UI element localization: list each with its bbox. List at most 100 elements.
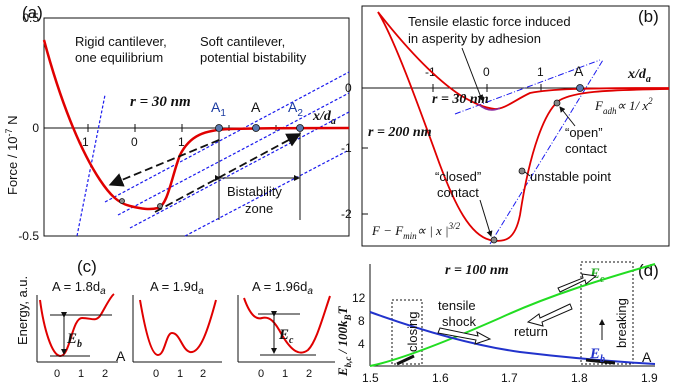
plot1-title: A = 1.8da (52, 279, 106, 297)
x-tick: 0 (483, 65, 490, 79)
plot3-title: A = 1.96da (252, 279, 313, 297)
y-tick: 0.5 (22, 11, 39, 25)
panel-b-label: (b) (638, 7, 659, 26)
tensile-arrow (437, 327, 492, 345)
return-label: return (514, 324, 548, 339)
panel-a-dashed-lines (76, 71, 350, 237)
plot2-title: A = 1.9da (150, 279, 204, 297)
closing-box (391, 299, 423, 365)
panel-c-plot-1: A = 1.8da Eb A 0 1 2 (36, 279, 126, 380)
panel-a-r-label: r = 30 nm (130, 94, 191, 110)
zone-label-1: Bistability (227, 184, 282, 199)
y-tick: -1 (341, 141, 352, 155)
ec-curve (369, 263, 656, 367)
soft-label-2: potential bistability (200, 50, 307, 65)
panel-c-label: (c) (77, 257, 97, 276)
svg-text:0: 0 (258, 368, 264, 380)
svg-text:8: 8 (358, 314, 365, 328)
svg-text:2: 2 (306, 368, 312, 380)
svg-text:1.5: 1.5 (362, 371, 379, 385)
svg-text:1.7: 1.7 (501, 371, 518, 385)
point-A1: A1 (211, 99, 226, 119)
y-tick: -0.5 (18, 229, 39, 243)
open-label-2: contact (565, 141, 607, 156)
svg-text:1: 1 (282, 368, 288, 380)
panel-d-y-label: Eb,c / 100kBT (335, 305, 353, 377)
panel-d-axis-A: A (642, 349, 652, 365)
panel-d-x-ticks: 1.5 1.6 1.7 1.8 1.9 (362, 371, 658, 385)
panel-a-arrow-jump-out (154, 133, 302, 213)
y-tick: -2 (341, 207, 352, 221)
unstable-pointer (524, 171, 531, 177)
panel-b-markers (490, 84, 584, 244)
panel-a-label: (a) (22, 3, 43, 22)
panel-b-title-2: in asperity by adhesion (408, 31, 541, 46)
x-tick: 1 (178, 135, 185, 149)
panel-b: (b) 0 -1 -2 -1 0 1 x/da Tensile elastic … (341, 5, 670, 247)
svg-text:0: 0 (54, 368, 60, 380)
title-pointer (461, 47, 484, 101)
curve-r200 (377, 11, 670, 242)
rigid-label-2: one equilibrium (75, 50, 163, 65)
svg-text:1.8: 1.8 (571, 371, 588, 385)
closing-label: closing (405, 312, 420, 352)
svg-text:12: 12 (352, 291, 366, 305)
soft-label-1: Soft cantilever, (200, 34, 285, 49)
unstable-label: unstable point (530, 169, 611, 184)
point-A: A (251, 99, 261, 115)
shock-arrow (557, 273, 598, 293)
x-tick: 1 (537, 65, 544, 79)
hollow-arrows (437, 273, 598, 345)
zone-label-2: zone (245, 201, 273, 216)
tensile-1: tensile (438, 298, 476, 313)
panel-d-r-label: r = 100 nm (445, 263, 509, 278)
svg-text:4: 4 (358, 337, 365, 351)
plot3-curve (243, 295, 331, 354)
return-arrow (526, 303, 573, 327)
plot1-axis-A: A (116, 348, 126, 364)
panel-a-y-label: Force / 10-7 N (4, 115, 20, 195)
rigid-label-1: Rigid cantilever, (75, 34, 167, 49)
panel-b-y-ticks: 0 -1 -2 (341, 81, 368, 221)
panel-d-y-ticks: 12 8 4 (352, 291, 366, 351)
panel-b-frame (361, 5, 670, 247)
panel-a-markers (119, 124, 304, 209)
panel-a-force-curve (42, 39, 350, 211)
breaking-segment (585, 358, 616, 365)
r30-label: r = 30 nm (432, 92, 489, 107)
panel-a-arrow-jump-in (108, 139, 220, 187)
panel-a: (a) Force / 10-7 N 0.5 0 -0.5 -1 0 1 x/d… (4, 3, 350, 243)
eb-label: Eb (589, 346, 605, 365)
x-tick: 0 (131, 135, 138, 149)
tensile-2: shock (442, 314, 476, 329)
x-tick: -1 (78, 135, 89, 149)
plot1-curve (39, 293, 115, 357)
panel-b-x-axis-label: x/da (627, 67, 651, 85)
breaking-label: breaking (614, 298, 629, 348)
panel-b-title-1: Tensile elastic force induced (408, 14, 571, 29)
open-pointer (559, 106, 576, 127)
closed-label-1: “closed” (435, 169, 481, 184)
panel-d-label: (d) (638, 261, 659, 280)
panel-c: (c) Energy, a.u. A = 1.8da Eb A 0 1 2 A … (15, 257, 335, 380)
panel-c-plot-2: A = 1.9da 0 1 2 (132, 279, 222, 380)
y-tick: 0 (32, 121, 39, 135)
curve-r30-min (477, 103, 501, 111)
panel-a-x-axis-label: x/da (312, 109, 336, 127)
fmin-label: F − Fmin∝ | x |3/2 (371, 221, 461, 241)
panel-a-x-ticks: -1 0 1 (78, 124, 277, 149)
panel-c-y-label: Energy, a.u. (15, 276, 30, 345)
plot2-curve (139, 299, 217, 357)
svg-text:1.6: 1.6 (432, 371, 449, 385)
closing-segment (396, 354, 415, 366)
svg-text:2: 2 (102, 368, 108, 380)
panel-c-plot-3: A = 1.96da Ec 0 1 2 (237, 279, 335, 380)
svg-text:1.9: 1.9 (641, 371, 658, 385)
panel-d: (d) r = 100 nm Eb,c / 100kBT 12 8 4 1.5 … (335, 261, 659, 385)
y-tick: 0 (345, 81, 352, 95)
plot3-ec: Ec (278, 327, 294, 346)
svg-text:2: 2 (200, 368, 206, 380)
point-A2: A2 (288, 99, 303, 119)
closed-pointer (479, 199, 493, 237)
